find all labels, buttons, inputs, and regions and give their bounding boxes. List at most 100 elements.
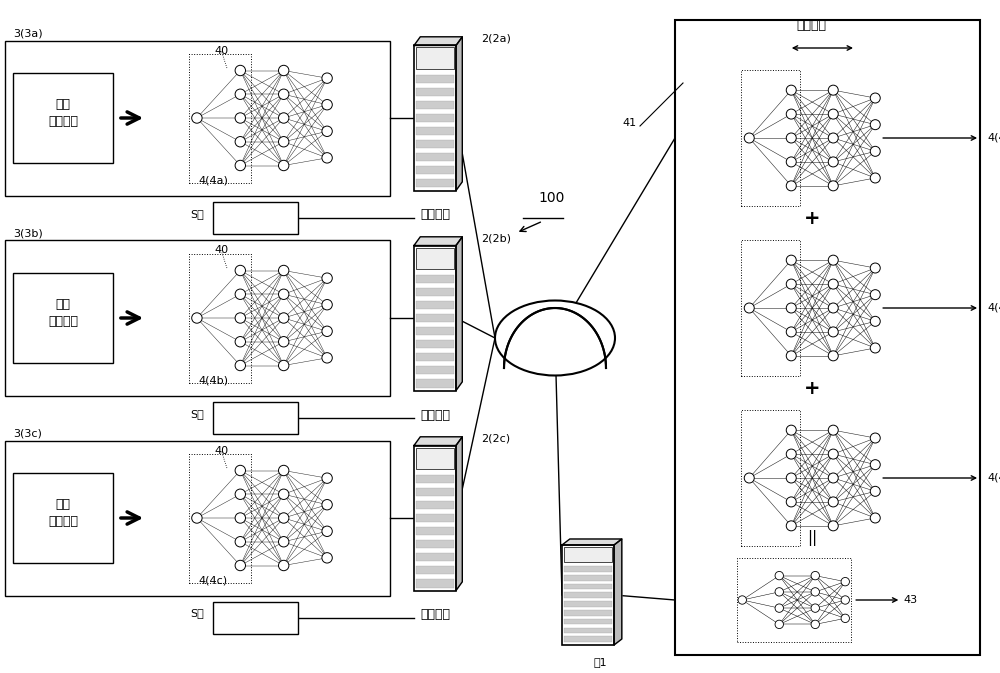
Circle shape [786, 109, 796, 119]
Circle shape [322, 553, 332, 563]
Circle shape [828, 449, 838, 459]
Bar [416, 248, 454, 269]
Circle shape [744, 473, 754, 483]
Text: 集成范围: 集成范围 [796, 19, 826, 32]
Text: 4(4a): 4(4a) [199, 176, 229, 186]
Circle shape [278, 65, 289, 75]
Circle shape [870, 146, 880, 156]
Text: 40: 40 [215, 246, 229, 256]
Circle shape [811, 571, 819, 580]
Circle shape [775, 621, 783, 629]
Circle shape [192, 113, 202, 123]
Bar [564, 583, 612, 590]
Bar [416, 379, 454, 388]
Polygon shape [456, 437, 462, 590]
Text: 40: 40 [215, 46, 229, 55]
Circle shape [278, 137, 289, 147]
Circle shape [828, 85, 838, 95]
Bar [416, 566, 454, 575]
Bar [416, 540, 454, 548]
Circle shape [278, 160, 289, 171]
Text: 4(4c): 4(4c) [199, 575, 228, 586]
Circle shape [235, 536, 246, 547]
Circle shape [278, 336, 289, 347]
Text: 40: 40 [215, 446, 229, 456]
Circle shape [870, 343, 880, 353]
Circle shape [828, 351, 838, 361]
Bar [416, 127, 454, 135]
Circle shape [744, 133, 754, 143]
Bar [416, 327, 454, 335]
Circle shape [786, 351, 796, 361]
Text: 100: 100 [538, 191, 564, 205]
Circle shape [235, 336, 246, 347]
Bar [564, 566, 612, 572]
Bar [414, 246, 456, 390]
Circle shape [828, 473, 838, 483]
Circle shape [870, 289, 880, 299]
Circle shape [278, 360, 289, 371]
Circle shape [322, 299, 332, 310]
Circle shape [786, 521, 796, 531]
Circle shape [278, 313, 289, 323]
Text: 本地
学习数据: 本地 学习数据 [48, 98, 78, 128]
Bar [416, 288, 454, 296]
Circle shape [870, 487, 880, 496]
Text: 学习装置: 学习装置 [420, 608, 450, 621]
Circle shape [278, 265, 289, 276]
Bar [416, 501, 454, 509]
Bar [414, 46, 456, 190]
Text: 本地
学习数据: 本地 学习数据 [48, 298, 78, 328]
Text: 传感器: 传感器 [244, 610, 266, 623]
Circle shape [738, 596, 746, 604]
Circle shape [322, 473, 332, 483]
Circle shape [322, 153, 332, 163]
Circle shape [235, 360, 246, 371]
Circle shape [841, 596, 849, 604]
Circle shape [235, 89, 246, 100]
Circle shape [278, 489, 289, 499]
Circle shape [278, 536, 289, 547]
Text: 学习装置: 学习装置 [420, 409, 450, 421]
Text: +: + [804, 378, 820, 398]
Bar [13, 73, 113, 163]
Polygon shape [456, 37, 462, 190]
Bar [13, 473, 113, 563]
Circle shape [322, 126, 332, 137]
Text: 传感器: 传感器 [244, 211, 266, 223]
Circle shape [828, 497, 838, 507]
Circle shape [870, 93, 880, 103]
Text: S～: S～ [190, 209, 204, 219]
Bar [416, 101, 454, 109]
Bar [564, 618, 612, 625]
Text: 43: 43 [903, 595, 917, 605]
Bar [416, 353, 454, 361]
Text: 2(2b): 2(2b) [481, 234, 511, 244]
Circle shape [235, 65, 246, 75]
Circle shape [786, 497, 796, 507]
Bar [212, 602, 298, 633]
Bar [416, 114, 454, 122]
Circle shape [786, 473, 796, 483]
Bar [414, 446, 456, 590]
Circle shape [870, 433, 880, 443]
Polygon shape [456, 237, 462, 390]
Circle shape [235, 313, 246, 323]
Bar [5, 40, 390, 195]
Circle shape [235, 489, 246, 499]
Circle shape [828, 133, 838, 143]
Circle shape [786, 303, 796, 313]
Circle shape [235, 265, 246, 276]
Bar [5, 240, 390, 396]
Bar [416, 179, 454, 188]
Text: 4(4c): 4(4c) [987, 473, 1000, 483]
Text: 2(2a): 2(2a) [481, 34, 511, 44]
Circle shape [828, 279, 838, 289]
Text: +: + [804, 209, 820, 227]
Bar [564, 592, 612, 598]
Circle shape [811, 621, 819, 629]
Text: 2(2c): 2(2c) [481, 433, 510, 444]
Circle shape [235, 561, 246, 571]
Circle shape [278, 513, 289, 523]
Bar [564, 610, 612, 616]
